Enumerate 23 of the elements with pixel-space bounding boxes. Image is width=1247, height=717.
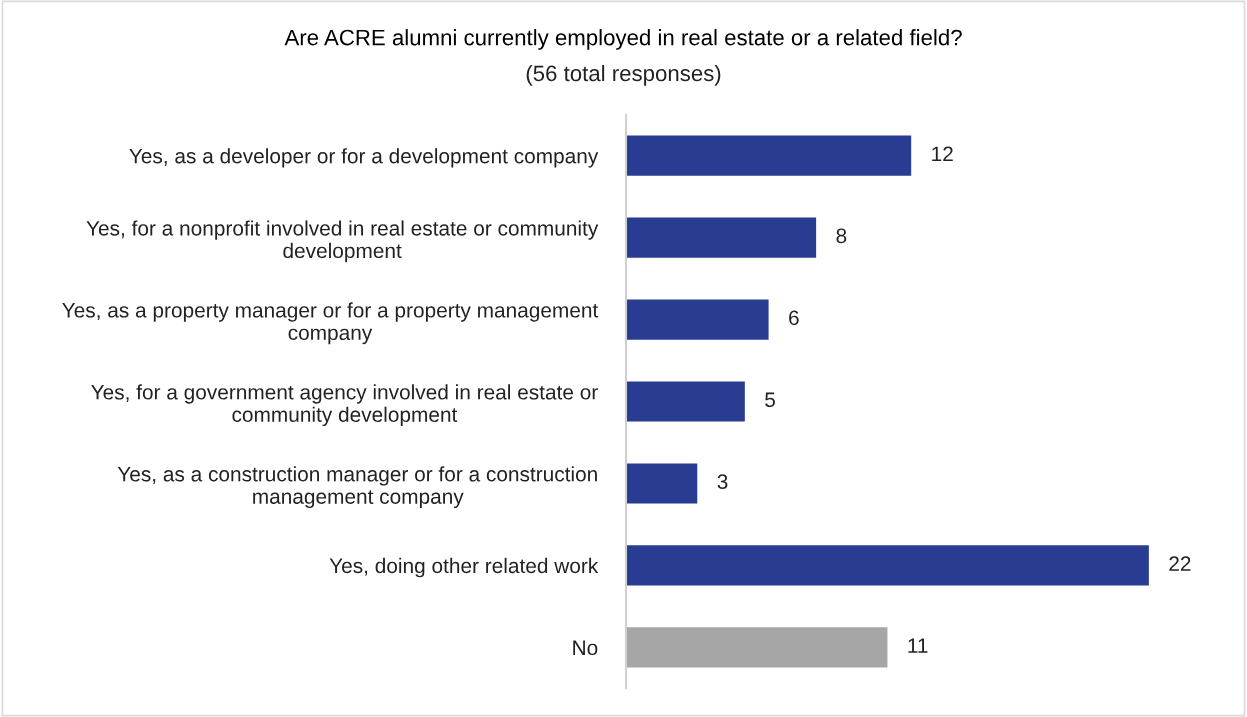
chart-title: Are ACRE alumni currently employed in real estate or a related field? <box>284 29 962 50</box>
data-label: 6 <box>789 310 799 326</box>
bar <box>625 627 888 668</box>
data-label: 12 <box>932 146 953 162</box>
data-label: 8 <box>836 228 847 244</box>
bar <box>625 135 912 176</box>
data-label: 22 <box>1169 556 1191 571</box>
y-tick-label: Yes, as a construction manager or for a construction management company <box>117 466 597 509</box>
chart-subtitle: (56 total responses) <box>526 64 721 86</box>
y-tick-label: Yes, doing other related work <box>329 557 599 578</box>
data-label: 3 <box>717 474 728 490</box>
data-label: 5 <box>765 392 775 408</box>
y-tick-label: Yes, for a nonprofit involved in real estate or community development <box>86 220 599 263</box>
bar <box>625 381 745 422</box>
y-tick-label: No <box>573 640 598 656</box>
bar <box>625 463 698 504</box>
bar <box>625 299 769 340</box>
data-label: 11 <box>908 638 928 653</box>
y-tick-label: Yes, as a developer or for a development company <box>129 148 599 168</box>
bar <box>625 545 1149 586</box>
y-tick-label: Yes, as a property manager or for a property management company <box>62 302 599 345</box>
y-tick-label: Yes, for a government agency involved in real estate or community development <box>91 384 598 427</box>
bar <box>625 217 817 258</box>
